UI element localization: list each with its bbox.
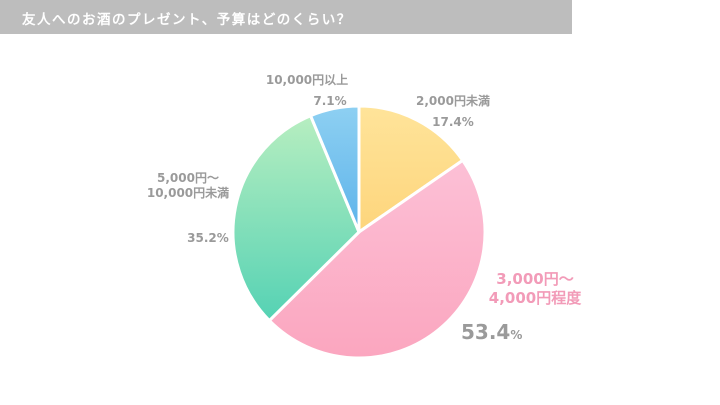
label-5000-10000-name-2: 10,000円未満 — [146, 186, 230, 200]
label-over-10000-name: 10,000円以上 — [265, 73, 349, 87]
label-5000-10000-name-1: 5,000円〜 — [157, 171, 219, 185]
chart-title: 友人へのお酒のプレゼント、予算はどのくらい？ — [22, 12, 352, 28]
pie-slice-1 — [267, 158, 487, 360]
label-3000-4000: 3,000円〜 4,000円程度 — [480, 270, 590, 308]
label-over-10000-pct: 7.1% — [313, 94, 347, 108]
pct-value: 53.4 — [461, 320, 511, 344]
label-3000-4000-pct: 53.4% — [461, 320, 522, 344]
pie-slice-2 — [231, 114, 361, 323]
pie-slice-0 — [357, 104, 465, 234]
title-bar: 友人へのお酒のプレゼント、予算はどのくらい？ — [0, 0, 572, 34]
label-5000-10000: 5,000円〜 10,000円未満 — [138, 171, 238, 201]
label-5000-10000-pct: 35.2% — [187, 231, 229, 245]
label-3000-4000-name-2: 4,000円程度 — [488, 289, 582, 307]
label-under-2000-name: 2,000円未満 — [416, 94, 490, 108]
label-3000-4000-name-1: 3,000円〜 — [496, 270, 574, 288]
pct-unit: % — [510, 328, 523, 342]
label-over-10000: 10,000円以上 7.1% — [257, 73, 357, 109]
label-under-2000: 2,000円未満 17.4% — [403, 94, 503, 130]
pie-slice-3 — [309, 104, 361, 234]
label-under-2000-pct: 17.4% — [432, 115, 474, 129]
